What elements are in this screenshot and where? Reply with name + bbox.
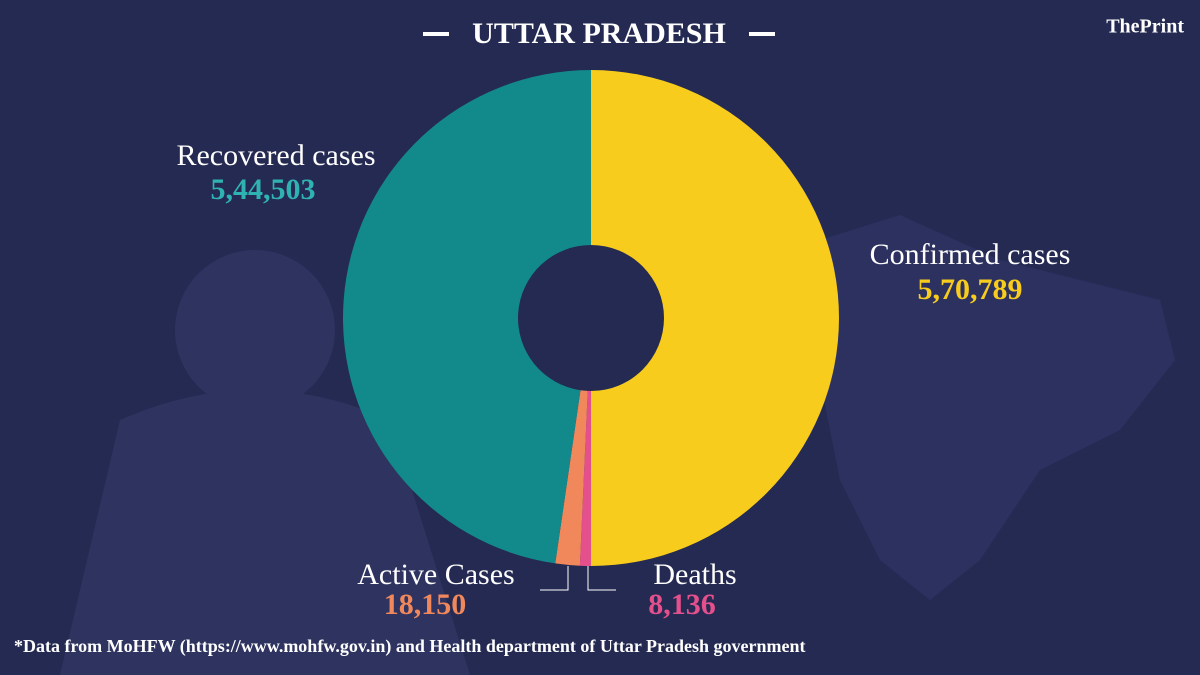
- donut-slice: [342, 70, 591, 564]
- category-label: Active Cases: [357, 558, 514, 591]
- value-label: 18,150: [384, 588, 467, 621]
- donut-slice: [555, 390, 588, 566]
- category-label: Confirmed cases: [870, 238, 1071, 271]
- value-label: 8,136: [648, 588, 716, 621]
- title-dash: [749, 32, 775, 36]
- title-dash: [423, 32, 449, 36]
- leader-line: [587, 566, 616, 591]
- background-figure: [60, 390, 470, 675]
- background-figure: [175, 250, 335, 410]
- category-label: Recovered cases: [176, 139, 375, 172]
- brand-logo: ThePrint: [1106, 16, 1184, 38]
- value-label: 5,44,503: [211, 173, 316, 206]
- footnote: *Data from MoHFW (https://www.mohfw.gov.…: [14, 636, 805, 657]
- donut-slice: [579, 390, 591, 566]
- background-map: [820, 215, 1175, 600]
- chart-title: UTTAR PRADESH: [472, 17, 726, 50]
- category-label: Deaths: [653, 558, 736, 591]
- donut-slice: [591, 70, 839, 566]
- value-label: 5,70,789: [918, 273, 1023, 306]
- leader-line: [540, 566, 569, 591]
